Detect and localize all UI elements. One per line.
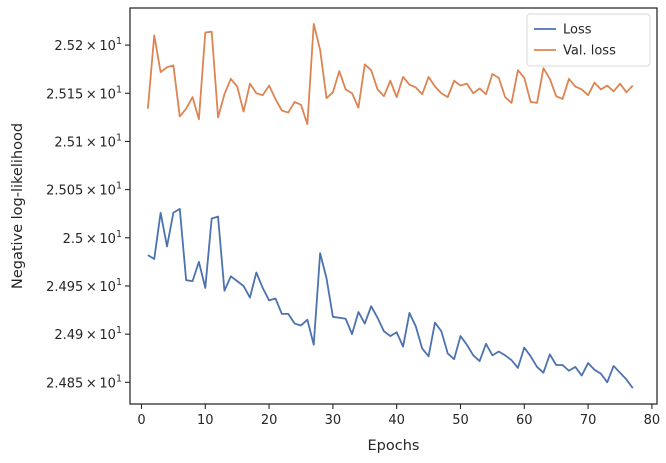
x-tick-label: 30: [325, 413, 342, 428]
legend: Loss Val. loss: [526, 13, 651, 67]
x-axis-label: Epochs: [368, 438, 420, 454]
x-tick-label: 50: [452, 413, 469, 428]
x-tick-label: 60: [516, 413, 533, 428]
y-axis-label: Negative log-likelihood: [10, 123, 26, 289]
y-tick-label: 2.515 × 101: [46, 84, 122, 102]
x-tick-label: 10: [197, 413, 214, 428]
y-tick-label: 2.495 × 101: [46, 277, 122, 295]
x-tick-label: 80: [644, 413, 661, 428]
y-tick-label: 2.5 × 101: [63, 229, 122, 247]
legend-label-val-loss: Val. loss: [563, 44, 616, 59]
y-tick-label: 2.52 × 101: [54, 36, 122, 54]
y-tick-label: 2.49 × 101: [54, 325, 122, 343]
x-tick-label: 40: [388, 413, 405, 428]
y-axis: 2.485 × 101 2.49 × 101 2.495 × 101 2.5 × 10…: [46, 36, 130, 391]
series-line-val-loss: [146, 22, 634, 125]
y-tick-label: 2.51 × 101: [54, 132, 122, 150]
x-tick-label: 0: [137, 413, 145, 428]
x-tick-label: 70: [580, 413, 597, 428]
legend-box: [526, 13, 651, 67]
x-tick-label: 20: [261, 413, 278, 428]
y-tick-label: 2.505 × 101: [46, 181, 122, 199]
x-axis: 0 10 20 30 40 50 60 70 80: [137, 404, 660, 428]
series-lines: [146, 22, 634, 389]
plot-frame: [129, 7, 658, 405]
legend-label-loss: Loss: [563, 23, 592, 38]
series-line-loss: [147, 207, 634, 389]
plot-area-background: [130, 8, 657, 404]
y-tick-label: 2.485 × 101: [46, 373, 122, 391]
